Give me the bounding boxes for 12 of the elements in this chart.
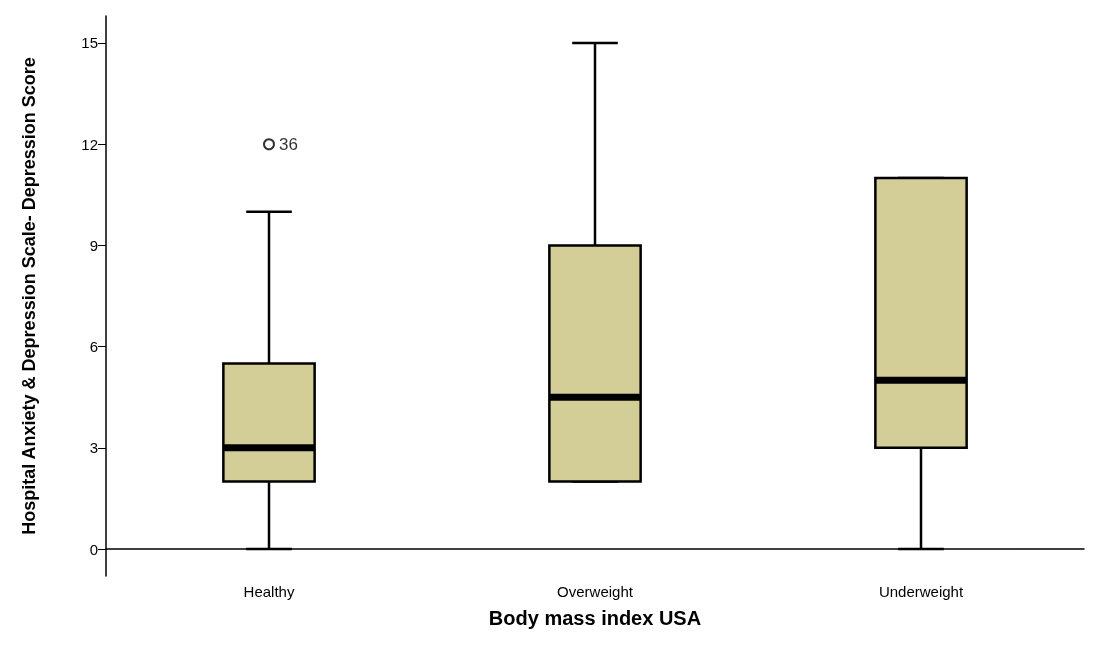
x-tick-label: Overweight xyxy=(557,583,634,600)
y-tick-label: 15 xyxy=(81,34,98,52)
y-axis-title: Hospital Anxiety & Depression Scale- Depression Score xyxy=(19,57,39,535)
y-tick-label: 9 xyxy=(89,236,98,254)
x-tick-label: Underweight xyxy=(878,583,964,600)
annotation: 36 xyxy=(279,134,298,154)
y-tick-label: 3 xyxy=(89,439,98,457)
x-tick-label: Healthy xyxy=(243,583,295,600)
y-tick-label: 0 xyxy=(89,540,98,558)
y-tick-label: 12 xyxy=(81,135,98,153)
x-axis-title: Body mass index USA xyxy=(488,607,702,629)
y-tick-label: 6 xyxy=(89,338,98,356)
